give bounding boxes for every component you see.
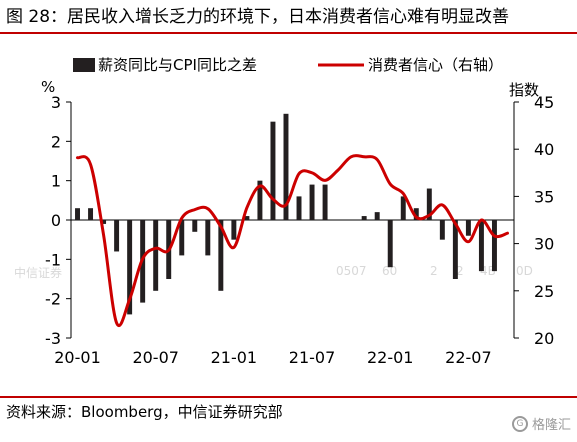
left-tick-label: 1 (51, 172, 61, 191)
right-tick-label: 20 (534, 329, 554, 348)
bar (244, 216, 250, 220)
bar (400, 196, 406, 220)
watermark-text-1: 中信证券 (14, 266, 63, 280)
x-tick-label: 21-07 (289, 348, 336, 367)
left-tick-label: -3 (45, 329, 61, 348)
bar (413, 208, 419, 220)
left-tick-label: 0 (51, 211, 61, 230)
legend: 薪资同比与CPI同比之差 消费者信心（右轴） (73, 56, 503, 74)
left-tick-label: -1 (45, 250, 61, 269)
x-tick-label: 20-07 (132, 348, 179, 367)
bar (231, 220, 237, 240)
consumer-confidence-line (76, 154, 509, 327)
right-tick-label: 40 (534, 140, 554, 159)
right-tick-label: 30 (534, 235, 554, 254)
chart-title: 图 28：居民收入增长乏力的环境下，日本消费者信心难有明显改善 (6, 7, 510, 27)
source-divider (0, 396, 577, 398)
bar (153, 220, 159, 291)
bar (439, 220, 445, 240)
bar (296, 196, 302, 220)
right-tick-label: 25 (534, 282, 554, 301)
x-tick-label: 22-01 (367, 348, 414, 367)
source-note: 资料来源：Bloomberg，中信证券研究部 (6, 403, 283, 421)
left-tick-label: -2 (45, 290, 61, 309)
bar-series (75, 113, 497, 315)
bar (491, 220, 497, 272)
left-tick-label: 2 (51, 132, 61, 151)
watermark-text-6: 4B (480, 264, 496, 278)
bar (270, 121, 276, 220)
bar (127, 220, 133, 315)
bar (179, 220, 185, 256)
x-tick-label: 20-01 (54, 348, 101, 367)
legend-line-label: 消费者信心（右轴） (368, 56, 503, 74)
title-divider (0, 32, 577, 34)
bar (361, 216, 367, 220)
bar (465, 220, 471, 236)
bar (88, 208, 94, 220)
logo-icon: G (511, 415, 528, 432)
watermark-text-3: 60 (382, 264, 398, 278)
right-tick-label: 35 (534, 187, 554, 206)
x-tick-label: 22-07 (445, 348, 492, 367)
legend-bar-swatch (73, 58, 95, 72)
watermark-logo: G 格隆汇 (511, 414, 571, 433)
bar (101, 220, 107, 224)
logo-text: 格隆汇 (531, 418, 571, 433)
legend-bar-label: 薪资同比与CPI同比之差 (98, 56, 257, 74)
watermark-text-5: 2 (456, 264, 464, 278)
bar (322, 184, 328, 220)
bar (257, 180, 263, 220)
bar (205, 220, 211, 256)
watermark-text-7: 0D (516, 264, 533, 278)
bar (452, 220, 458, 279)
bar (114, 220, 120, 252)
bar (192, 220, 198, 232)
right-axis-unit: 指数 (509, 81, 539, 99)
bar (309, 184, 315, 220)
line-series (76, 154, 509, 327)
watermark-text-4: 2 (430, 264, 438, 278)
x-tick-label: 21-01 (211, 348, 258, 367)
bar (283, 113, 289, 220)
bar (426, 188, 432, 220)
right-tick-label: 45 (534, 93, 554, 112)
bar (218, 220, 224, 291)
axes: -3 -2 -1 0 1 2 3 20 25 30 35 40 45 20-01 20-07 21-01 21-… (45, 93, 554, 367)
bar (75, 208, 80, 220)
bar (478, 220, 484, 272)
bar (387, 220, 393, 268)
left-axis-unit: % (41, 78, 55, 96)
watermark-text-2: 0507 (336, 264, 367, 278)
bar (374, 212, 380, 220)
left-tick-label: 3 (51, 93, 61, 112)
